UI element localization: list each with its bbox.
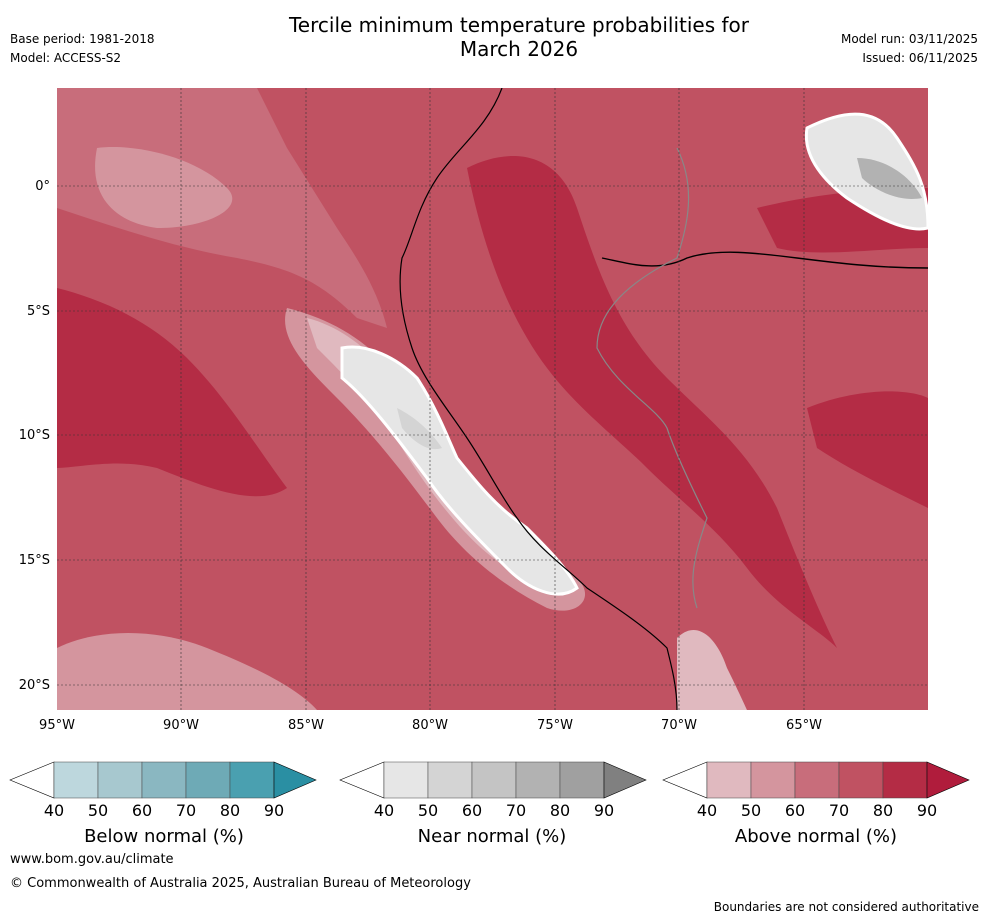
legend-tick: 40 [696,801,718,820]
lat-label: 20°S [18,678,50,693]
above-50-60-region-galapagos [95,147,233,228]
legend-tick: 90 [263,801,285,820]
legend-swatch [273,761,317,799]
legend-tick: 90 [593,801,615,820]
legend-tick: 80 [872,801,894,820]
country-border [596,147,708,609]
above-80-90-region-west [57,288,287,497]
legend-swatch [339,761,385,799]
above-50-60-region-sw [57,633,317,710]
legend-swatch [471,761,517,799]
lon-label: 75°W [537,718,573,733]
legend-near-normal [339,761,647,799]
legend-swatch [838,761,884,799]
map-svg [57,88,928,710]
issued-date: Issued: 06/11/2025 [862,51,978,65]
legend-swatch [750,761,796,799]
legend-swatch [603,761,647,799]
copyright-notice: © Commonwealth of Australia 2025, Austra… [10,876,471,891]
model-run: Model run: 03/11/2025 [840,32,978,46]
coastline [399,88,678,710]
legend-tick: 70 [828,801,850,820]
above-40-50-south-patch [677,629,747,710]
legend-tick: 70 [505,801,527,820]
legend-tick: 80 [549,801,571,820]
lon-label: 65°W [786,718,822,733]
graticule [57,88,928,710]
legend-swatch [662,761,708,799]
lon-label: 85°W [288,718,324,733]
legend-tick: 60 [131,801,153,820]
probability-map [57,88,928,710]
lat-label: 15°S [18,553,50,568]
legend-swatch [515,761,561,799]
title-line-2: March 2026 [459,37,579,61]
above-80-90-east [807,391,928,508]
legend-swatch [53,761,99,799]
legend-tick: 60 [461,801,483,820]
legend-tick: 80 [219,801,241,820]
legend-tick: 70 [175,801,197,820]
page-title: Tercile minimum temperature probabilitie… [219,13,819,61]
legend-title-near: Near normal (%) [417,826,567,847]
legend-title-below: Below normal (%) [84,826,244,847]
title-line-1: Tercile minimum temperature probabilitie… [288,13,750,37]
lat-label: 5°S [26,304,50,319]
legend-tick: 40 [373,801,395,820]
lon-label: 95°W [39,718,75,733]
legend-swatch [926,761,970,799]
model-name: Model: ACCESS-S2 [10,51,122,65]
near-normal-70-80-patch [857,158,922,199]
legend-swatch [882,761,928,799]
legend-tick: 50 [417,801,439,820]
lon-label: 90°W [163,718,199,733]
legend-tick: 60 [784,801,806,820]
website-link[interactable]: www.bom.gov.au/climate [10,852,174,867]
lat-label: 10°S [18,428,50,443]
amazon-river [601,251,928,269]
legend-swatch [794,761,840,799]
above-80-90-interior [467,156,837,648]
legend-swatch [706,761,752,799]
legend-swatch [141,761,187,799]
legend-swatch [427,761,473,799]
lon-label: 70°W [661,718,697,733]
lat-label: 0° [35,179,50,194]
legend-title-above: Above normal (%) [734,826,898,847]
legend-swatch [383,761,429,799]
legend-swatch [9,761,55,799]
lon-label: 80°W [412,718,448,733]
legend-above-normal [662,761,970,799]
legend-tick: 50 [740,801,762,820]
legend-swatch [559,761,605,799]
legend-swatch [97,761,143,799]
legend-swatch [185,761,231,799]
legend-below-normal [9,761,317,799]
boundaries-disclaimer: Boundaries are not considered authoritat… [713,900,979,914]
legend-tick: 50 [87,801,109,820]
legend-tick: 90 [916,801,938,820]
legend-tick: 40 [43,801,65,820]
base-period: Base period: 1981-2018 [10,32,155,46]
near-normal-50-60-patch [397,408,442,450]
legend-swatch [229,761,275,799]
